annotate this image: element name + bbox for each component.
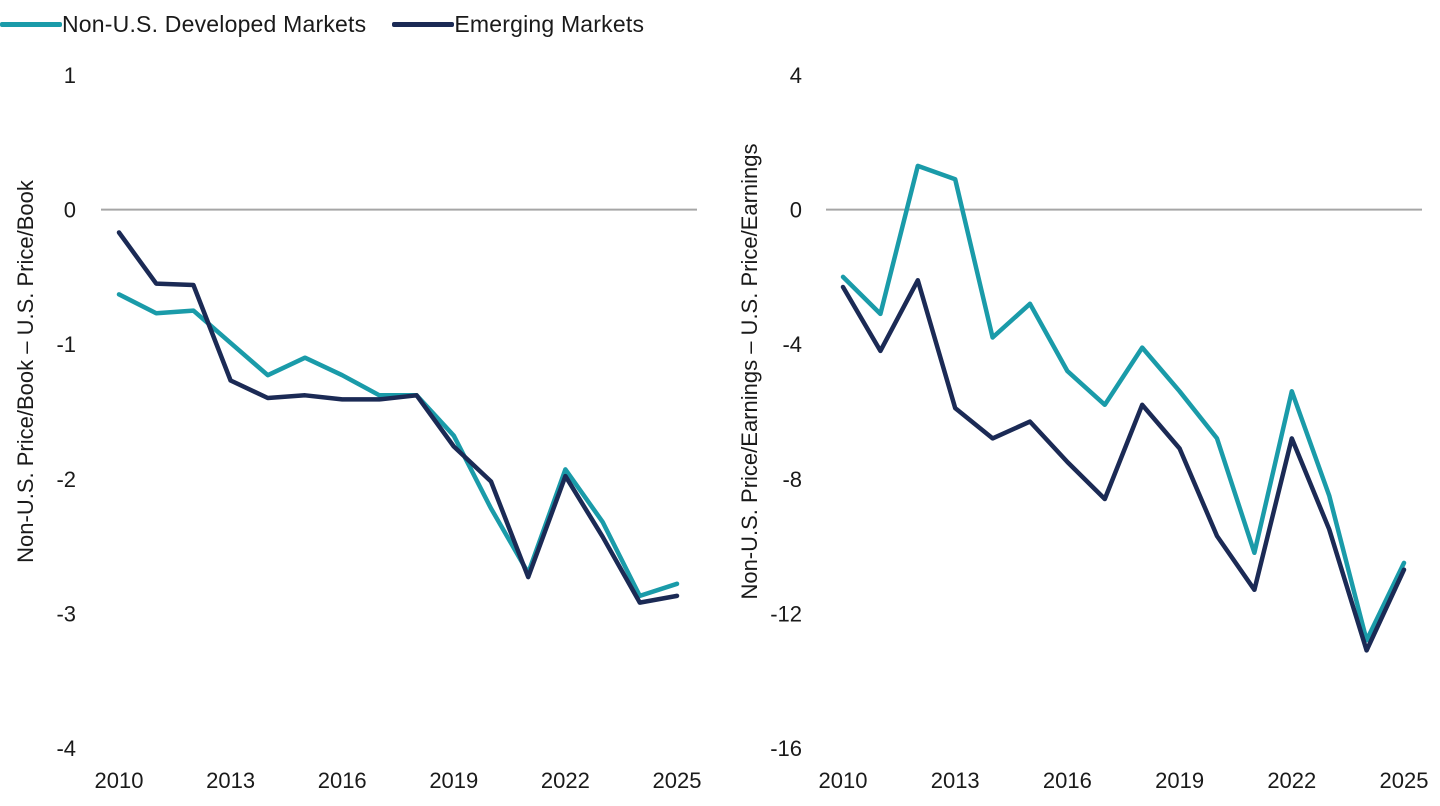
y-tick-label: 4 — [790, 63, 802, 88]
y-tick-label: 0 — [790, 198, 802, 223]
y-tick-label: -12 — [770, 601, 802, 626]
x-tick-label: 2013 — [931, 768, 980, 793]
x-tick-label: 2019 — [429, 768, 478, 793]
y-tick-label: 1 — [64, 63, 76, 88]
legend-item-developed: Non-U.S. Developed Markets — [0, 11, 366, 38]
series-line-emerging — [116, 230, 680, 605]
y-tick-label: -2 — [56, 467, 76, 492]
y-tick-label: -16 — [770, 736, 802, 761]
y-axis-label: Non-U.S. Price/Book – U.S. Price/Book — [13, 179, 38, 563]
legend-swatch-developed — [0, 21, 62, 27]
series-line-developed — [840, 163, 1407, 643]
y-tick-label: -1 — [56, 332, 76, 357]
x-tick-label: 2025 — [653, 768, 702, 793]
x-tick-label: 2016 — [318, 768, 367, 793]
y-axis-label: Non-U.S. Price/Earnings – U.S. Price/Ear… — [737, 143, 762, 599]
x-tick-label: 2022 — [541, 768, 590, 793]
x-tick-label: 2010 — [819, 768, 868, 793]
legend-item-emerging: Emerging Markets — [392, 11, 644, 38]
y-tick-label: 0 — [64, 198, 76, 223]
y-tick-label: -3 — [56, 601, 76, 626]
y-tick-label: -4 — [782, 332, 802, 357]
x-tick-label: 2022 — [1267, 768, 1316, 793]
price-book-chart: 1 0 -1 -2 -3 -4 2010 2013 2016 2019 2022 2025 Non-U.… — [13, 63, 701, 793]
y-tick-label: -8 — [782, 467, 802, 492]
series-line-emerging — [840, 278, 1407, 653]
y-tick-label: -4 — [56, 736, 76, 761]
legend-swatch-emerging — [392, 21, 455, 27]
x-tick-label: 2016 — [1043, 768, 1092, 793]
x-tick-label: 2025 — [1380, 768, 1429, 793]
x-tick-label: 2019 — [1155, 768, 1204, 793]
legend-label-developed: Non-U.S. Developed Markets — [62, 10, 367, 37]
x-tick-label: 2010 — [95, 768, 144, 793]
x-tick-label: 2013 — [206, 768, 255, 793]
series-line-developed — [116, 292, 680, 599]
legend-label-emerging: Emerging Markets — [454, 10, 645, 37]
chart-legend: Non-U.S. Developed Markets Emerging Mark… — [0, 8, 670, 40]
price-earnings-chart: 4 0 -4 -8 -12 -16 2010 2013 2016 2019 2022 2025 Non-… — [737, 63, 1428, 793]
